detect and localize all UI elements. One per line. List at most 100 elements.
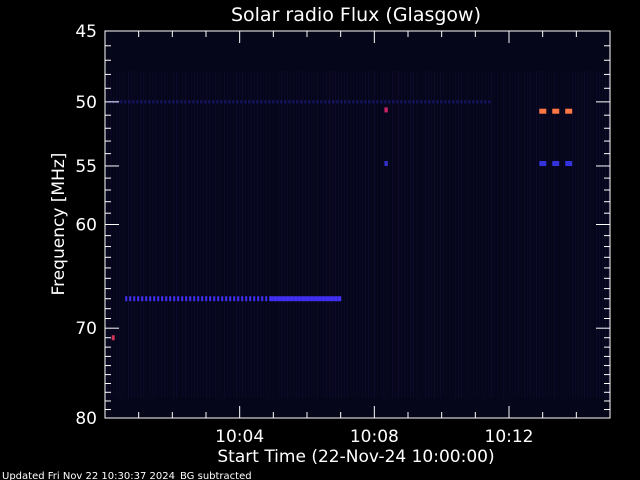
band-segment (309, 296, 314, 302)
burst-blip (384, 161, 388, 167)
band-segment (177, 296, 180, 302)
noise-striation (593, 71, 595, 398)
band-segment (329, 296, 334, 302)
band-segment (204, 100, 207, 104)
noise-striation (599, 71, 601, 398)
band-segment (476, 100, 479, 104)
band-segment (284, 100, 287, 104)
noise-striation (467, 71, 469, 398)
x-axis-label: Start Time (22-Nov-24 10:00:00) (217, 447, 494, 467)
band-segment (245, 296, 248, 302)
noise-striation (332, 71, 334, 398)
band-segment (152, 100, 155, 104)
band-segment (444, 100, 447, 104)
noise-striation (230, 71, 232, 398)
band-segment (168, 100, 171, 104)
noise-striation (257, 71, 259, 398)
noise-striation (503, 71, 505, 398)
band-segment (452, 100, 455, 104)
noise-striation (530, 71, 532, 398)
band-segment (192, 100, 195, 104)
noise-striation (170, 71, 172, 398)
noise-striation (119, 71, 121, 398)
noise-striation (215, 71, 217, 398)
noise-striation (509, 71, 511, 398)
band-segment (173, 296, 176, 302)
noise-striation (410, 71, 412, 398)
noise-striation (299, 71, 301, 398)
chart-title: Solar radio Flux (Glasgow) (231, 4, 481, 26)
band-segment (440, 100, 443, 104)
frequency-band (108, 100, 491, 104)
noise-striation (524, 71, 526, 398)
band-segment (360, 100, 363, 104)
noise-striation (377, 71, 379, 398)
noise-striation (326, 71, 328, 398)
band-segment (480, 100, 483, 104)
footer-bg-note: BG subtracted (180, 471, 252, 480)
noise-striation (578, 71, 580, 398)
band-segment (149, 296, 152, 302)
noise-striation (488, 71, 490, 398)
noise-striation (536, 71, 538, 398)
footer-updated-text: Updated Fri Nov 22 10:30:37 2024 (2, 471, 175, 480)
band-segment (380, 100, 383, 104)
spectrogram-plot-area (105, 31, 610, 418)
y-tick-label: 45 (75, 22, 97, 42)
noise-striation (359, 71, 361, 398)
noise-striation (371, 71, 373, 398)
band-segment (252, 100, 255, 104)
band-segment (264, 100, 267, 104)
noise-striation (182, 71, 184, 398)
noise-striation (431, 71, 433, 398)
burst-blip (552, 108, 560, 114)
band-segment (344, 100, 347, 104)
band-segment (408, 100, 411, 104)
y-tick-label: 60 (75, 216, 97, 236)
band-segment (124, 100, 127, 104)
noise-striation (233, 71, 235, 398)
band-segment (193, 296, 196, 302)
noise-striation (143, 71, 145, 398)
band-segment (160, 100, 163, 104)
noise-striation (500, 71, 502, 398)
band-segment (220, 100, 223, 104)
noise-striation (320, 71, 322, 398)
noise-striation (278, 71, 280, 398)
band-segment (229, 296, 232, 302)
noise-striation (365, 71, 367, 398)
band-segment (320, 100, 323, 104)
noise-striation (395, 71, 397, 398)
band-segment (164, 100, 167, 104)
band-segment (376, 100, 379, 104)
band-segment (137, 296, 140, 302)
noise-striation (128, 71, 130, 398)
noise-striation (338, 71, 340, 398)
band-segment (133, 296, 136, 302)
noise-striation (146, 71, 148, 398)
band-segment (273, 296, 278, 302)
noise-striation (302, 71, 304, 398)
burst-blip (111, 335, 115, 341)
band-segment (208, 100, 211, 104)
band-segment (200, 100, 203, 104)
noise-striation (179, 71, 181, 398)
noise-striation (341, 71, 343, 398)
noise-striation (542, 71, 544, 398)
band-segment (240, 100, 243, 104)
band-segment (400, 100, 403, 104)
band-segment (325, 296, 330, 302)
noise-striation (428, 71, 430, 398)
band-segment (165, 296, 168, 302)
noise-striation (356, 71, 358, 398)
band-segment (260, 100, 263, 104)
band-segment (324, 100, 327, 104)
band-segment (188, 100, 191, 104)
noise-striation (452, 71, 454, 398)
band-segment (269, 296, 274, 302)
band-segment (333, 296, 338, 302)
noise-striation (185, 71, 187, 398)
noise-striation (287, 71, 289, 398)
band-segment (396, 100, 399, 104)
noise-striation (293, 71, 295, 398)
